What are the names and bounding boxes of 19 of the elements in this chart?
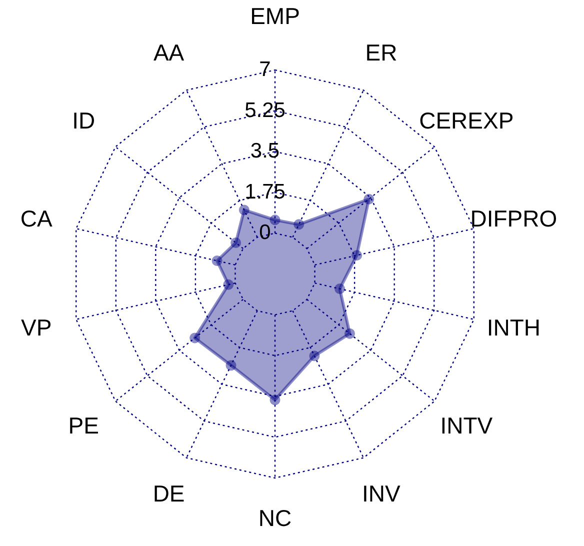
spoke-label: ID [72,107,96,134]
y-tick-label: 7 [259,58,271,81]
spoke-label: INTV [440,412,494,439]
spoke-label: DIFPRO [470,206,558,232]
spoke-label: INV [362,480,402,507]
spoke-label: INTH [486,314,540,340]
spoke-label: CA [20,206,53,232]
y-tick-label: 1.75 [244,180,286,204]
spoke-label: DE [152,480,185,507]
y-tick-label: 5.25 [244,98,286,122]
spoke-label: NC [258,504,292,531]
y-tick-label: 3.5 [250,140,280,163]
spoke-label: EMP [250,2,300,29]
spoke-label: AA [153,39,185,66]
spoke-label: ER [365,39,398,66]
spoke-label: CEREXP [419,107,514,134]
spoke-label: VP [20,314,52,340]
spoke-label: PE [68,412,99,439]
y-tick-label: 0 [259,221,271,244]
